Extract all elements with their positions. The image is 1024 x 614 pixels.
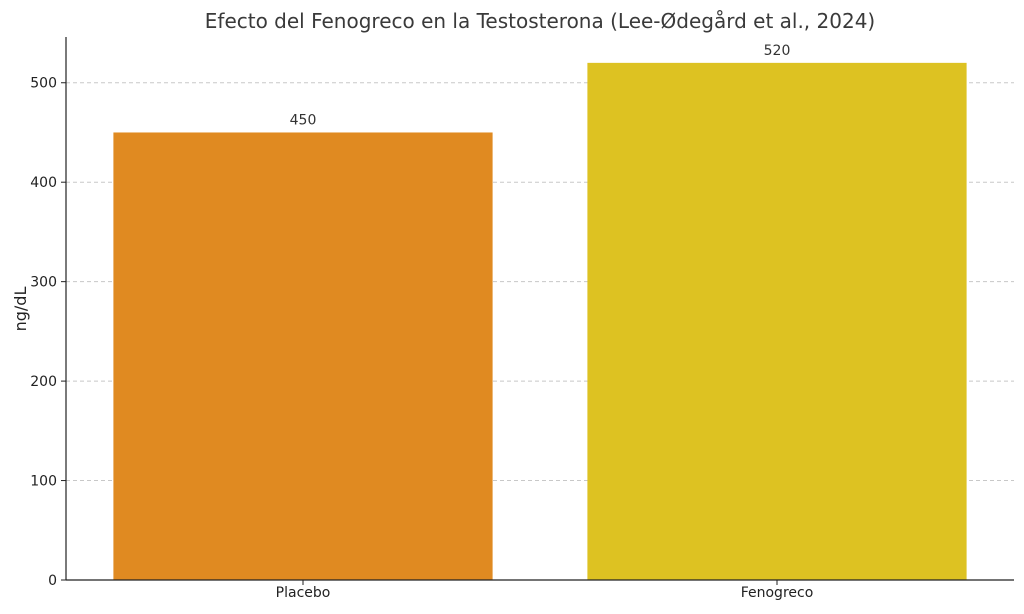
bar-value-label: 450 [290, 112, 317, 128]
y-tick-label: 300 [30, 275, 57, 291]
labels: 0 100 200 300 400 500 450 Placebo 520 Fenogreco [30, 43, 813, 601]
axes [61, 37, 1014, 585]
x-tick-label: Placebo [276, 585, 331, 601]
y-tick-label: 400 [30, 175, 57, 191]
y-tick-label: 100 [30, 474, 57, 490]
bar-placebo [113, 132, 493, 580]
bars [113, 62, 967, 581]
y-tick-label: 0 [48, 573, 57, 589]
bar-value-label: 520 [764, 43, 791, 59]
bar-fenogreco [587, 62, 967, 581]
x-tick-label: Fenogreco [741, 585, 814, 601]
y-tick-label: 200 [30, 374, 57, 390]
chart-title: Efecto del Fenogreco en la Testosterona … [205, 9, 875, 33]
y-tick-label: 500 [30, 76, 57, 92]
y-axis-label: ng/dL [11, 287, 30, 332]
